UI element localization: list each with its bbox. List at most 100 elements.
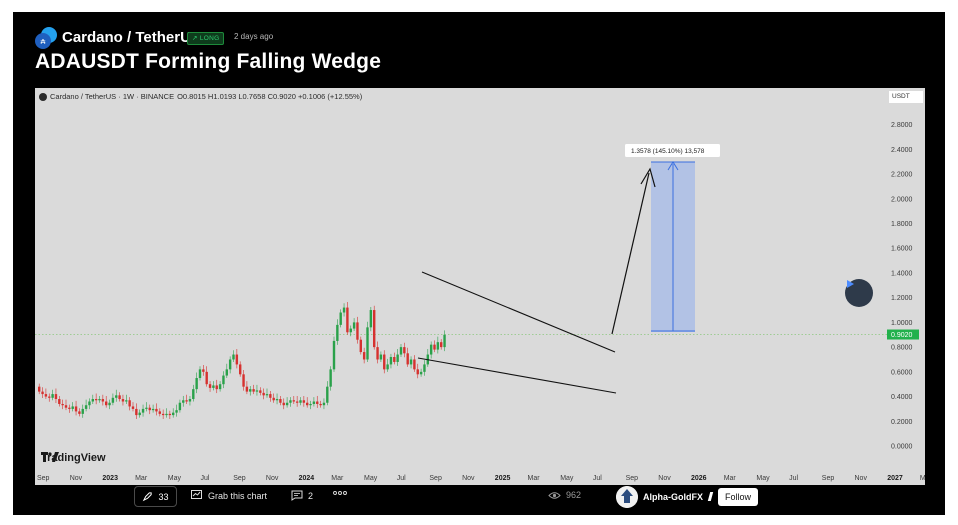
candle-body: [178, 402, 182, 411]
author-name-link[interactable]: Alpha-GoldFX: [643, 492, 713, 502]
candle-body: [249, 389, 252, 392]
candle-body: [322, 402, 326, 406]
candle-body: [151, 408, 155, 411]
candle-body: [165, 413, 168, 416]
candle-body: [275, 399, 279, 401]
play-icon: [847, 280, 854, 288]
symbol-name-link[interactable]: Cardano / TetherUS: [62, 29, 201, 46]
author-avatar[interactable]: [616, 486, 638, 508]
candle-body: [393, 357, 396, 362]
x-axis-tick-label: Sep: [233, 475, 246, 482]
views-count: 962: [566, 490, 582, 500]
rocket-icon: [143, 492, 153, 502]
x-axis-tick-label: Sep: [37, 475, 50, 482]
candle-body: [419, 371, 423, 375]
y-axis-tick-label: 1.0000: [891, 320, 913, 327]
x-axis-tick-label: Jul: [789, 475, 798, 482]
target-label: 1.3578 (145.10%) 13,578: [631, 148, 705, 155]
boost-count: 33: [158, 491, 169, 502]
x-axis-tick-label: May: [560, 475, 574, 482]
candle-body: [101, 399, 105, 402]
candle-body: [148, 407, 151, 411]
candle-body: [332, 340, 336, 370]
candle-body: [319, 403, 322, 406]
candle-body: [105, 401, 108, 406]
idea-title: ADAUSDT Forming Falling Wedge: [35, 50, 382, 73]
candle-body: [188, 399, 192, 402]
breakout-arrow-line: [611, 172, 650, 335]
x-axis-tick-label: May: [756, 475, 770, 482]
candle-body: [285, 402, 289, 406]
candle-body: [413, 359, 416, 370]
candle-body: [94, 399, 98, 401]
x-axis-tick-label: Mar: [331, 475, 344, 482]
candle-body: [359, 339, 362, 353]
candle-body: [38, 386, 41, 392]
candle-body: [299, 400, 302, 403]
price-chart[interactable]: 2.8000 2.4000 2.2000 2.0000 1.8000 1.6000 1.40…: [35, 88, 925, 485]
views-counter: 962: [548, 490, 581, 500]
candle-body: [158, 411, 161, 414]
play-button[interactable]: [845, 279, 873, 307]
y-axis-tick-label: 2.8000: [891, 122, 913, 129]
candle-body: [269, 394, 272, 398]
candle-body: [362, 352, 366, 360]
candle-body: [172, 412, 175, 416]
candle-body: [265, 394, 269, 396]
grab-chart-label: Grab this chart: [208, 490, 268, 501]
candle-body: [339, 312, 342, 325]
candle-body: [64, 405, 68, 408]
candle-body: [108, 402, 111, 406]
candle-body: [302, 400, 306, 403]
candle-body: [356, 322, 359, 340]
candle-body: [282, 402, 285, 406]
y-axis-tick-label: 0.2000: [891, 419, 913, 426]
candle-body: [259, 390, 262, 393]
y-axis-tick-label: 1.2000: [891, 295, 913, 302]
candle-body: [208, 384, 212, 388]
x-axis-tick-label: 2025: [495, 475, 511, 482]
candle-body: [81, 408, 84, 414]
comments-button[interactable]: 2: [291, 490, 313, 501]
more-icon: [333, 491, 347, 495]
candle-body: [141, 408, 145, 413]
y-axis-tick-label: 1.4000: [891, 270, 913, 277]
y-axis-tick-label: 2.4000: [891, 147, 913, 154]
candle-body: [84, 405, 88, 409]
candle-body: [279, 399, 282, 403]
symbol-dot-icon: [39, 92, 47, 101]
candle-body: [182, 400, 185, 403]
boost-button[interactable]: 33: [134, 486, 177, 507]
follow-button[interactable]: Follow: [718, 488, 758, 506]
x-axis-tick-label: May: [364, 475, 378, 482]
candle-body: [383, 354, 386, 370]
candle-body: [135, 408, 138, 416]
candle-body: [373, 310, 376, 348]
candle-body: [423, 364, 426, 372]
candle-body: [155, 408, 158, 412]
candle-body: [352, 322, 356, 329]
long-badge-label: LONG: [199, 35, 220, 42]
y-axis-tick-label: 0.0000: [891, 444, 913, 451]
x-axis-tick-label: Sep: [822, 475, 835, 482]
x-axis-tick-label: Nov: [70, 475, 83, 482]
candle-body: [403, 347, 406, 354]
wedge-lower-trendline: [417, 357, 617, 394]
candle-body: [346, 307, 349, 333]
candle-body: [399, 347, 403, 355]
chart-canvas[interactable]: 2.8000 2.4000 2.2000 2.0000 1.8000 1.6000 1.40…: [35, 88, 925, 485]
candle-body: [91, 399, 94, 402]
svg-text:₳: ₳: [41, 39, 46, 46]
x-axis-tick-label: Mar: [135, 475, 148, 482]
candle-body: [289, 400, 292, 403]
current-price-label: 0.9020: [891, 332, 913, 339]
candle-body: [235, 354, 239, 365]
candle-body: [326, 386, 329, 403]
candle-body: [443, 334, 446, 348]
grab-chart-button[interactable]: Grab this chart: [191, 490, 267, 501]
more-options-button[interactable]: [333, 490, 347, 496]
candle-body: [292, 400, 295, 402]
candle-body: [118, 395, 121, 400]
candle-body: [396, 354, 399, 362]
y-axis-tick-label: 0.6000: [891, 369, 913, 376]
